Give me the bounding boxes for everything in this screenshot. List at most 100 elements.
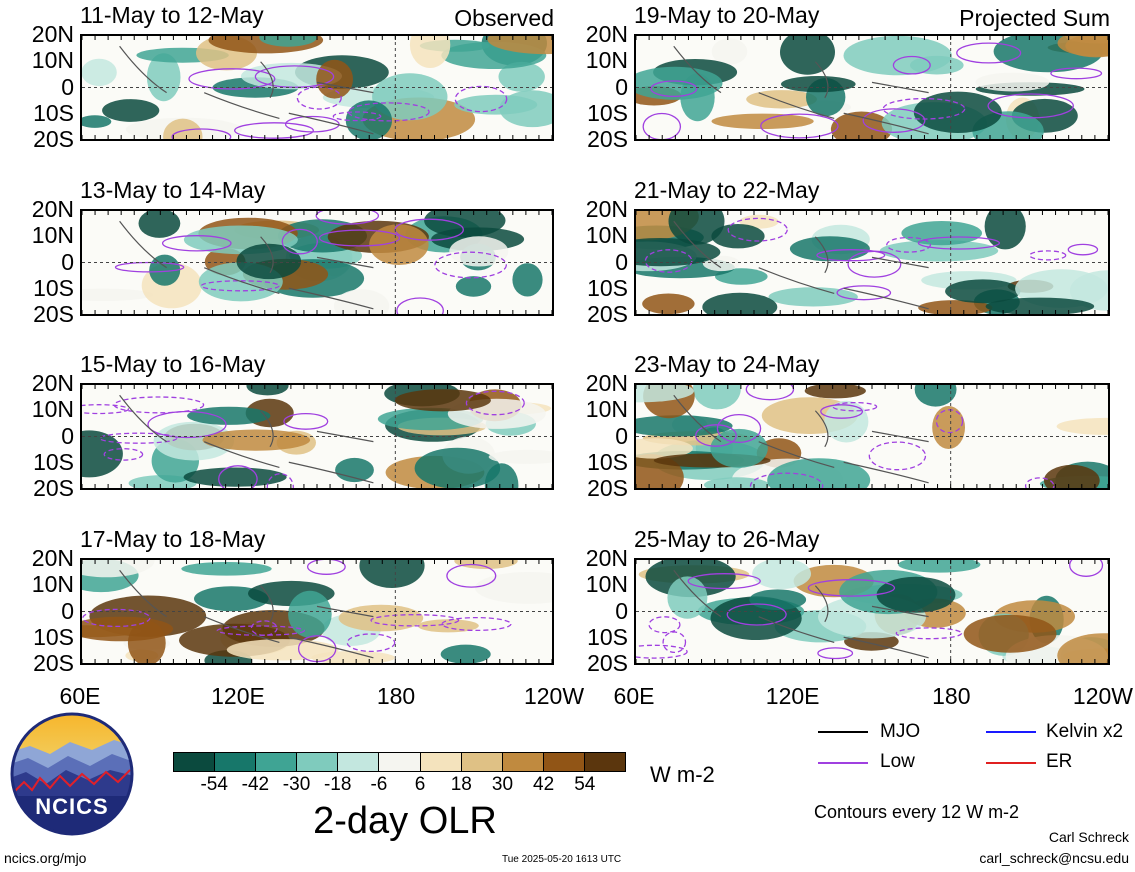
lat-label: 10S (33, 99, 74, 126)
lat-label: 10S (587, 274, 628, 301)
colorbar-tick-label: 42 (533, 774, 555, 795)
colorbar-units: W m-2 (650, 762, 715, 787)
lat-label: 20N (31, 196, 74, 222)
olr-map-right-3 (634, 383, 1110, 490)
lat-label: 20N (31, 370, 74, 396)
lon-label: 60E (613, 683, 655, 709)
colorbar-tick-label: 6 (414, 774, 426, 795)
lat-label: 10S (587, 99, 628, 126)
lat-label: 0 (615, 422, 628, 449)
panel-title-left-3: 15-May to 16-May (80, 351, 266, 377)
legend-label-er: ER (1046, 751, 1073, 772)
colorbar-swatch (337, 753, 379, 771)
lat-label: 20N (585, 370, 628, 396)
lat-label: 20S (587, 650, 628, 676)
lat-label: 10N (585, 571, 628, 598)
lat-label: 20S (33, 650, 74, 676)
ncics-logo: NCICS (10, 712, 134, 836)
author-email[interactable]: carl_schreck@ncsu.edu (979, 850, 1129, 866)
colorbar-swatch (542, 753, 584, 771)
lat-label: 0 (61, 248, 74, 275)
colorbar-swatch (583, 753, 626, 771)
author-name: Carl Schreck (1048, 829, 1129, 845)
lat-label: 10N (585, 222, 628, 249)
legend-label-kelvin: Kelvin x2 (1046, 721, 1124, 742)
olr-map-left-4 (80, 558, 554, 665)
logo-text: NCICS (35, 794, 109, 819)
colorbar-tick-label: -6 (370, 774, 388, 795)
olr-map-left-3 (80, 383, 554, 490)
lat-label: 0 (615, 73, 628, 100)
lat-label: 10N (31, 396, 74, 423)
panel-title-left-1: 11-May to 12-May (80, 2, 264, 28)
colorbar-title: 2-day OLR (313, 800, 497, 842)
timestamp: Tue 2025-05-20 1613 UTC (502, 854, 622, 865)
lat-label: 0 (61, 597, 74, 624)
panel-title-left-4: 17-May to 18-May (80, 526, 266, 552)
lat-label: 20N (31, 21, 74, 47)
colorbar-swatch (296, 753, 338, 771)
colorbar-tick-label: 30 (491, 774, 514, 795)
colorbar-swatch (378, 753, 420, 771)
contour-interval-note: Contours every 12 W m-2 (814, 802, 1020, 822)
colorbar-swatch (255, 753, 297, 771)
site-link[interactable]: ncics.org/mjo (4, 850, 87, 866)
olr-map-right-4 (634, 558, 1110, 665)
panel-title-right-1: 19-May to 20-May (634, 2, 820, 28)
colorbar (173, 752, 626, 772)
olr-map-right-1 (634, 34, 1110, 141)
colorbar-swatch (501, 753, 543, 771)
lon-label: 120E (765, 683, 820, 709)
lon-label: 60E (59, 683, 101, 709)
lat-label: 10N (585, 396, 628, 423)
colorbar-swatch (460, 753, 502, 771)
lat-label: 20N (585, 545, 628, 571)
lat-label: 20S (587, 475, 628, 501)
panel-title-left-2: 13-May to 14-May (80, 177, 266, 203)
lat-label: 20N (31, 545, 74, 571)
colorbar-tick-label: 18 (450, 774, 472, 795)
lat-label: 10N (31, 571, 74, 598)
olr-map-right-2 (634, 209, 1110, 316)
lon-label: 120W (1072, 683, 1133, 709)
lat-label: 10S (587, 623, 628, 650)
olr-map-left-2 (80, 209, 554, 316)
colorbar-swatch (419, 753, 461, 771)
lon-label: 120E (211, 683, 265, 709)
lat-label: 10N (585, 47, 628, 74)
olr-map-left-1 (80, 34, 554, 141)
lat-label: 10S (33, 448, 74, 475)
panel-title-right-2: 21-May to 22-May (634, 177, 820, 203)
panel-tag-left: Observed (454, 5, 554, 31)
legend-line-kelvin (986, 731, 1036, 733)
colorbar-swatch (174, 753, 215, 771)
panel-tag-right: Projected Sum (959, 5, 1110, 31)
lat-label: 20S (587, 301, 628, 327)
legend-line-low (818, 762, 868, 764)
lat-label: 0 (61, 73, 74, 100)
lat-label: 0 (61, 422, 74, 449)
colorbar-tick-label: 54 (574, 774, 596, 795)
lat-label: 10N (31, 47, 74, 74)
lat-label: 0 (615, 597, 628, 624)
lon-label: 180 (376, 683, 416, 709)
legend-label-mjo: MJO (880, 721, 921, 742)
lat-label: 20S (33, 126, 74, 152)
colorbar-swatch (214, 753, 256, 771)
lat-label: 20N (585, 21, 628, 47)
panel-title-right-4: 25-May to 26-May (634, 526, 820, 552)
lat-label: 0 (615, 248, 628, 275)
lat-label: 20S (33, 475, 74, 501)
lat-label: 20N (585, 196, 628, 222)
colorbar-tick-label: -18 (323, 774, 352, 795)
legend-line-mjo (818, 731, 868, 733)
colorbar-tick-label: -54 (200, 774, 228, 795)
legend-line-er (986, 762, 1036, 764)
lon-label: 180 (932, 683, 971, 709)
lat-label: 20S (587, 126, 628, 152)
lat-label: 10S (587, 448, 628, 475)
legend-label-low: Low (880, 751, 915, 772)
colorbar-tick-label: -30 (282, 774, 311, 795)
lat-label: 10S (33, 623, 74, 650)
lat-label: 10S (33, 274, 74, 301)
